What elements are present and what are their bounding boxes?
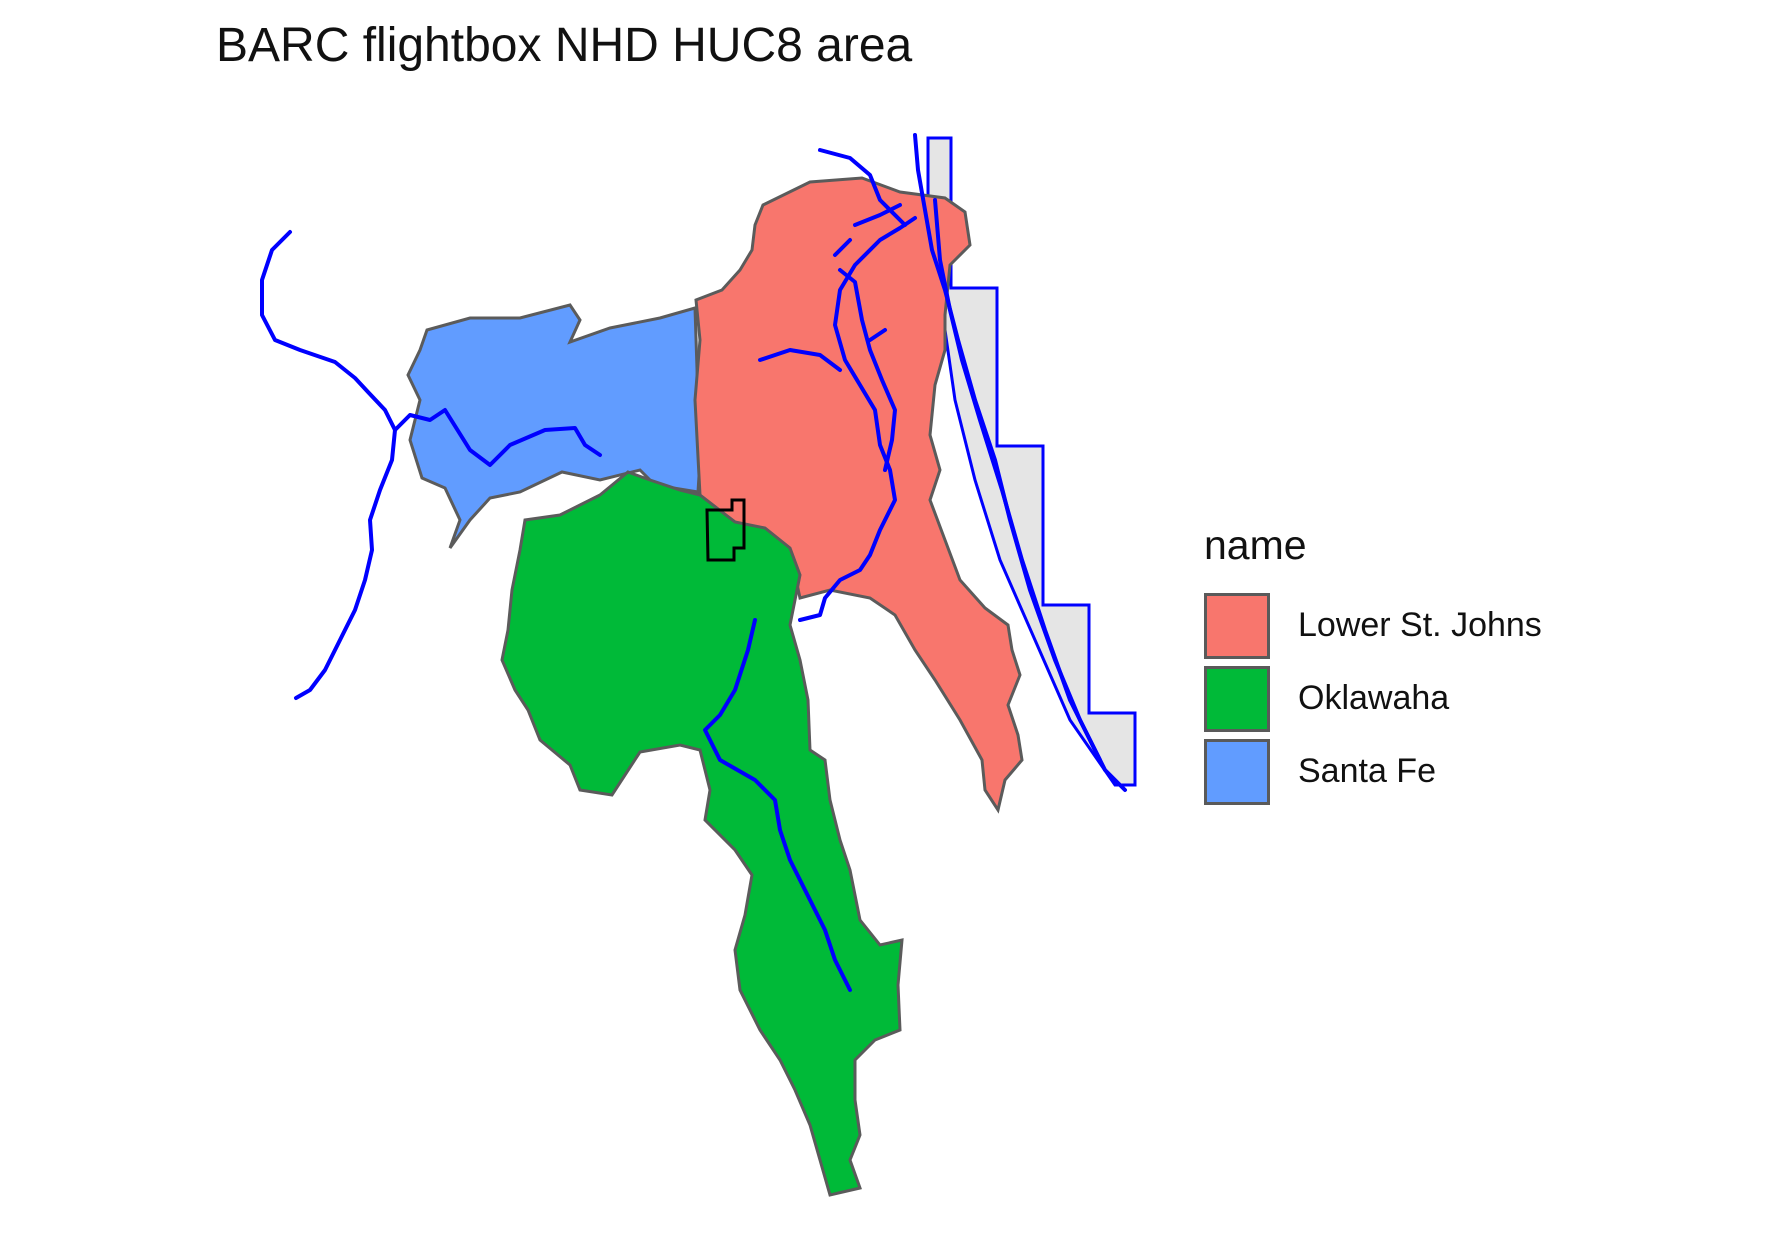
nhd-flowlines bbox=[260, 133, 1127, 992]
legend-item-lower-st-johns: Lower St. Johns bbox=[1204, 589, 1542, 662]
flowline-st-johns-main bbox=[798, 216, 917, 622]
map-title: BARC flightbox NHD HUC8 area bbox=[216, 19, 913, 72]
flowline-santa-fe-main bbox=[393, 408, 602, 467]
flowline-coast-inner bbox=[933, 198, 1102, 762]
legend-key-santa-fe bbox=[1204, 738, 1270, 805]
legend-label: Lower St. Johns bbox=[1298, 606, 1542, 644]
legend-label: Santa Fe bbox=[1298, 752, 1436, 790]
legend-label: Oklawaha bbox=[1298, 679, 1450, 717]
legend: name Lower St. Johns Oklawaha Santa Fe bbox=[1204, 522, 1542, 808]
flowline-oklawaha-main bbox=[703, 618, 852, 992]
legend-key-lower-st-johns bbox=[1204, 592, 1270, 659]
legend-key-oklawaha bbox=[1204, 665, 1270, 732]
flowline-west-river bbox=[260, 230, 397, 700]
barc-flightbox bbox=[705, 498, 746, 562]
legend-item-oklawaha: Oklawaha bbox=[1204, 662, 1542, 735]
flowline-northeast-tributaries bbox=[758, 148, 907, 372]
region-oklawaha bbox=[500, 470, 904, 1197]
legend-item-santa-fe: Santa Fe bbox=[1204, 735, 1542, 808]
flowline-st-johns-east bbox=[838, 268, 897, 472]
region-santa-fe bbox=[406, 303, 702, 549]
legend-title: name bbox=[1204, 522, 1307, 568]
coastal-box-area bbox=[926, 136, 1137, 787]
